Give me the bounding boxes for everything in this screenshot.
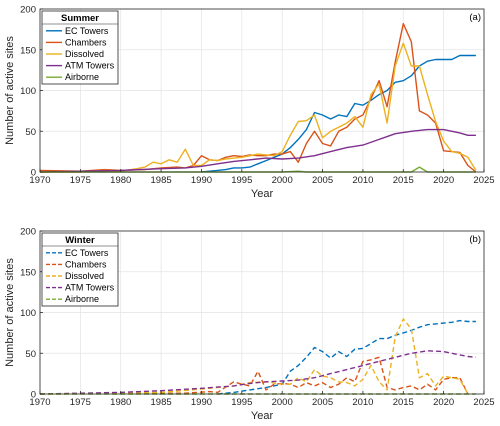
y-tick-label: 150 [20, 45, 36, 56]
legend-entry-chambers: Chambers [65, 259, 107, 269]
x-tick-label: 2020 [433, 397, 454, 408]
y-tick-label: 0 [31, 390, 36, 401]
x-tick-label: 1985 [151, 397, 172, 408]
legend-entry-chambers: Chambers [65, 37, 107, 47]
x-tick-label: 1980 [110, 175, 131, 186]
series-line-dissolved [39, 318, 469, 395]
legend-entry-dissolved: Dissolved [65, 49, 104, 59]
x-tick-label: 1980 [110, 397, 131, 408]
y-tick-label: 50 [25, 349, 36, 360]
x-tick-label: 1970 [29, 175, 50, 186]
series-line-atm-towers [39, 128, 476, 173]
x-tick-label: 1990 [191, 397, 212, 408]
legend-entry-atm-towers: ATM Towers [65, 61, 115, 71]
legend-box [41, 10, 119, 85]
legend-entry-ec-towers: EC Towers [65, 248, 109, 258]
chart-panel-2: 1970 1975 1980 1985 1990 1995 2000 2005 2010 2015… [4, 227, 495, 423]
x-tick-label: 2015 [393, 175, 414, 186]
x-tick-label: 2025 [473, 175, 494, 186]
legend-title: Summer [61, 13, 99, 24]
x-tick-label: 2000 [272, 175, 293, 186]
panel-label: (a) [469, 12, 481, 23]
y-tick-label: 200 [20, 5, 36, 16]
legend-title: Winter [65, 235, 95, 246]
x-tick-label: 1995 [231, 397, 252, 408]
panel-label: (b) [469, 234, 481, 245]
legend-entry-ec-towers: EC Towers [65, 26, 109, 36]
x-tick-label: 1975 [70, 175, 91, 186]
x-tick-label: 2005 [312, 397, 333, 408]
x-tick-label: 1990 [191, 175, 212, 186]
y-axis-label: Number of active sites [4, 258, 16, 367]
x-tick-label: 1970 [29, 397, 50, 408]
x-tick-label: 1995 [231, 175, 252, 186]
x-tick-label: 2020 [433, 175, 454, 186]
x-tick-label: 2005 [312, 175, 333, 186]
legend-entry-airborne: Airborne [65, 72, 99, 82]
y-tick-label: 50 [25, 127, 36, 138]
y-tick-label: 200 [20, 227, 36, 238]
y-tick-label: 150 [20, 267, 36, 278]
legend-entry-atm-towers: ATM Towers [65, 283, 115, 293]
x-tick-label: 2010 [352, 175, 373, 186]
legend-entry-airborne: Airborne [65, 294, 99, 304]
x-tick-label: 1985 [151, 175, 172, 186]
y-tick-label: 0 [31, 168, 36, 179]
legend-box [41, 232, 119, 307]
y-axis-label: Number of active sites [4, 36, 16, 145]
x-axis-label: Year [251, 188, 274, 200]
x-tick-label: 2025 [473, 397, 494, 408]
series-line-ec-towers [217, 319, 476, 395]
series-line-chambers [39, 356, 469, 395]
series-line-atm-towers [39, 350, 476, 395]
x-tick-label: 1975 [70, 397, 91, 408]
x-tick-label: 2015 [393, 397, 414, 408]
series-line-dissolved [40, 42, 477, 173]
y-tick-label: 100 [20, 308, 36, 319]
x-tick-label: 2010 [352, 397, 373, 408]
x-tick-label: 2000 [272, 397, 293, 408]
x-axis-label: Year [251, 410, 274, 422]
series-line-ec-towers [201, 54, 476, 173]
chart-panel-1: 1970 1975 1980 1985 1990 1995 2000 2005 2010 2015… [4, 5, 495, 201]
legend-entry-dissolved: Dissolved [65, 271, 104, 281]
y-tick-label: 100 [20, 86, 36, 97]
